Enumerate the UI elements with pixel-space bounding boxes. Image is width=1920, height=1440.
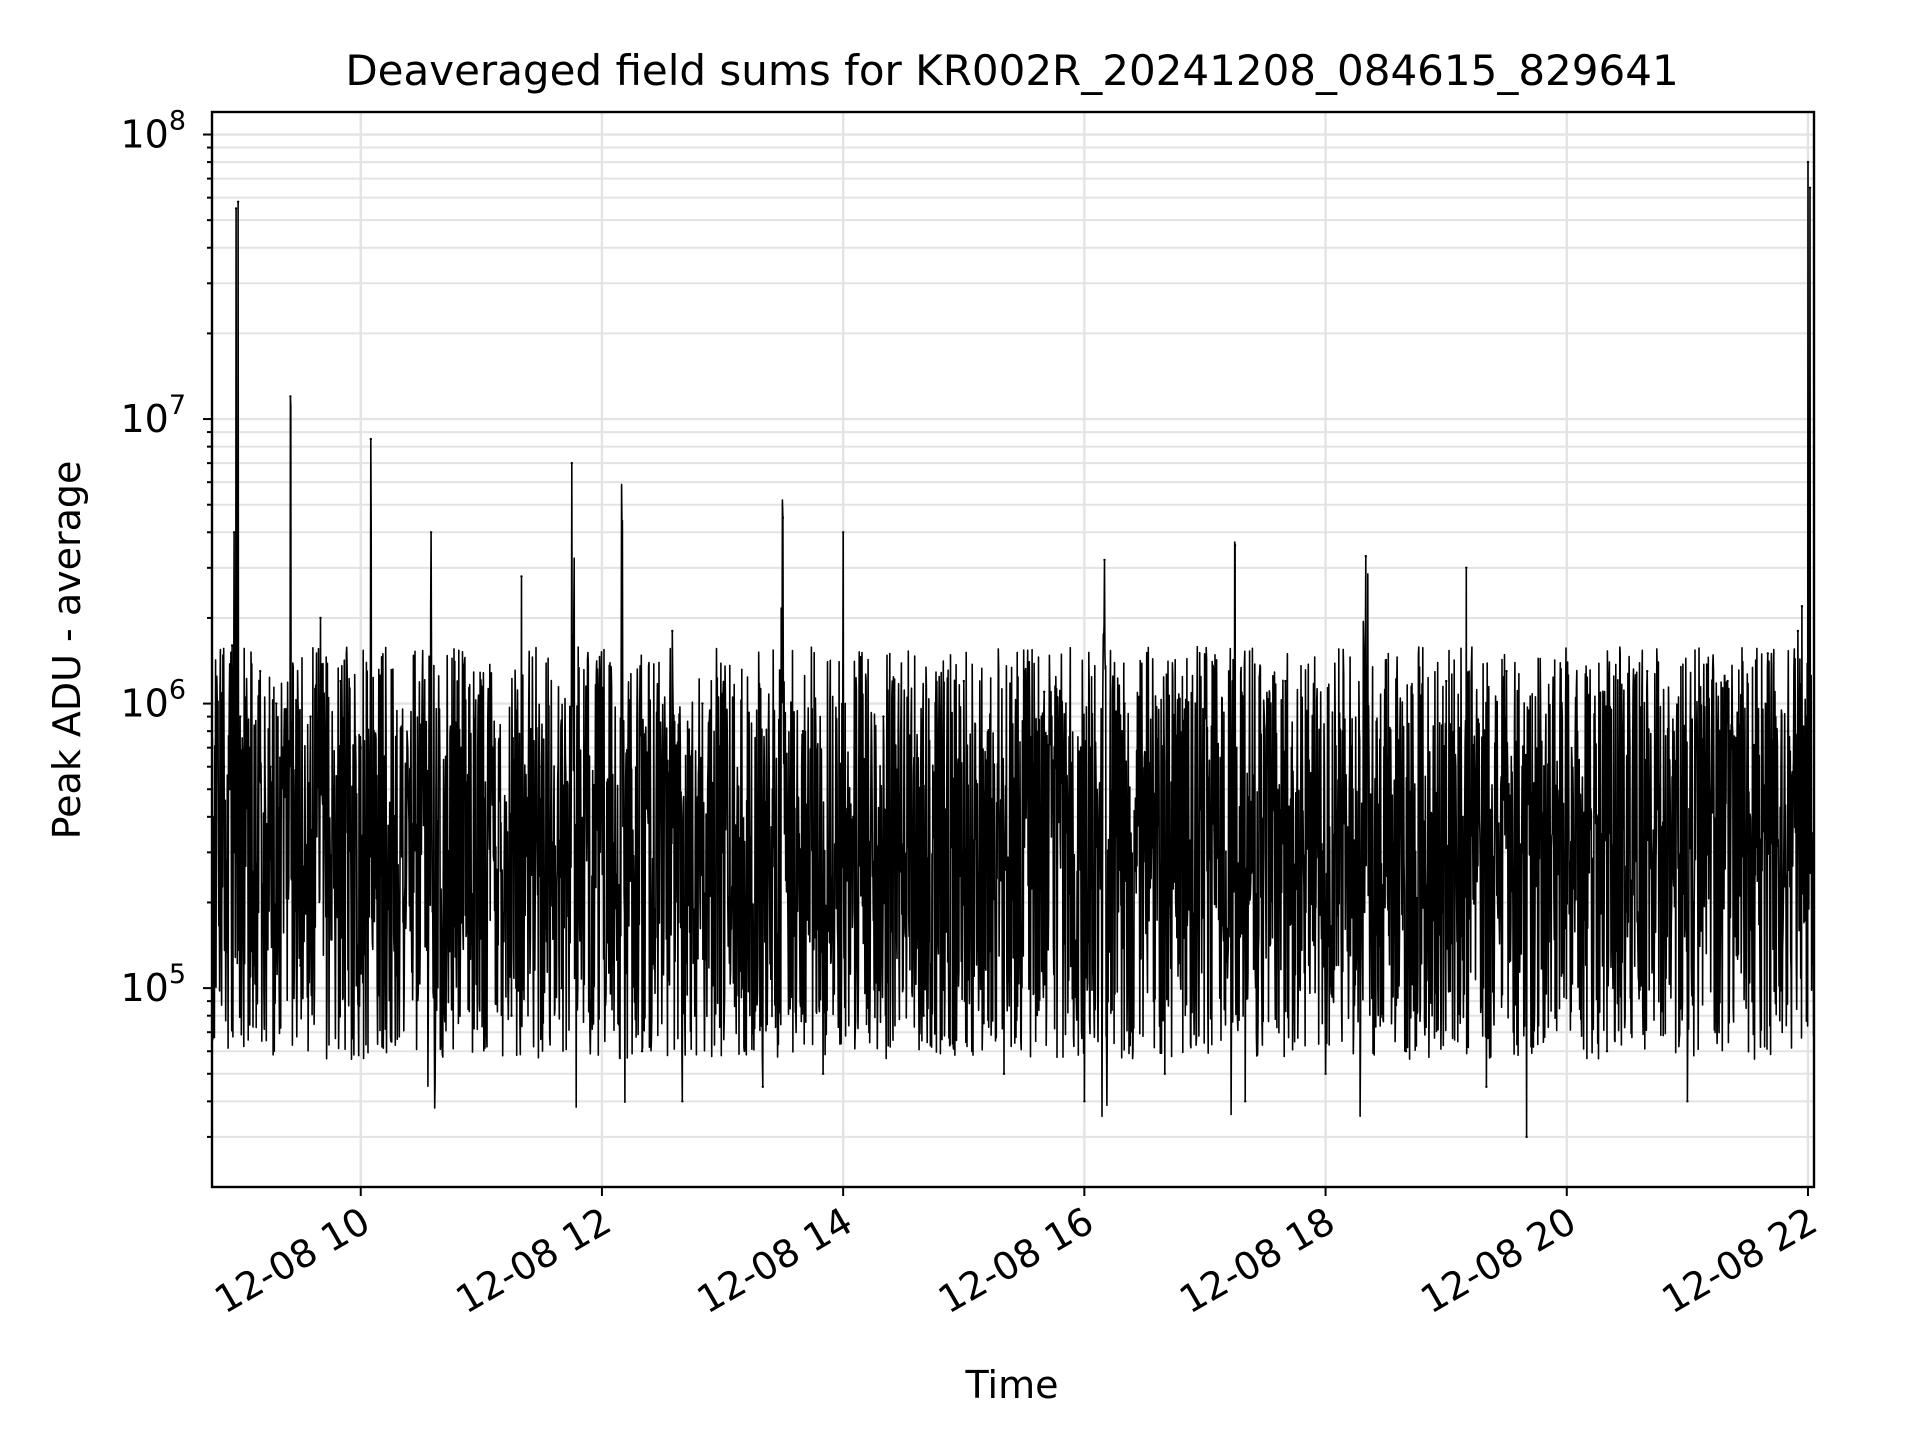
data-point: [570, 461, 573, 465]
data-point: [761, 1085, 764, 1089]
data-point: [275, 702, 278, 705]
data-point: [1800, 605, 1804, 608]
data-point: [236, 200, 240, 203]
data-point: [671, 629, 674, 633]
chart-title: Deaveraged field sums for KR002R_2024120…: [345, 46, 1678, 95]
data-point: [1324, 1072, 1327, 1076]
y-tick-label: 105: [120, 959, 186, 1010]
data-point: [1465, 566, 1468, 569]
data-point: [319, 616, 322, 620]
data-point: [460, 746, 463, 749]
plot-frame: [210, 110, 1816, 1189]
data-point: [222, 765, 226, 768]
y-tick-label-base: 10: [120, 397, 168, 441]
data-point: [1810, 832, 1814, 835]
data-point: [1756, 746, 1759, 749]
data-point: [1103, 558, 1106, 562]
data-point: [1686, 1100, 1689, 1103]
data-point: [520, 575, 523, 578]
y-tick-label-exponent: 8: [169, 106, 186, 137]
y-tick-label-exponent: 5: [169, 959, 186, 990]
data-point: [1565, 679, 1569, 683]
data-point: [299, 964, 302, 967]
data-point: [238, 715, 242, 718]
y-tick-label: 107: [120, 390, 186, 441]
data-point: [480, 702, 483, 705]
series-layer: [210, 160, 1816, 1139]
data-point: [249, 746, 252, 749]
data-point: [228, 788, 232, 791]
data-point: [1404, 1050, 1408, 1053]
data-point: [681, 1100, 684, 1103]
data-point: [640, 1050, 644, 1053]
data-point: [842, 531, 845, 534]
data-point: [1726, 679, 1729, 683]
data-point: [1806, 160, 1810, 164]
data-point: [232, 531, 236, 534]
data-point: [1485, 1085, 1488, 1089]
y-tick-label-exponent: 6: [169, 675, 186, 706]
data-point: [852, 815, 855, 818]
data-point: [1284, 679, 1287, 683]
y-tick-label-exponent: 7: [169, 390, 186, 421]
y-tick-label-base: 10: [120, 113, 168, 157]
y-tick-label-base: 10: [120, 966, 168, 1010]
data-point: [399, 765, 403, 768]
data-point: [1804, 715, 1808, 718]
data-point: [1203, 670, 1207, 673]
data-point: [1163, 1072, 1167, 1076]
data-point: [1445, 679, 1448, 683]
data-point: [1233, 544, 1237, 547]
data-point: [379, 715, 382, 718]
data-point: [620, 531, 624, 534]
data-point: [510, 1014, 513, 1017]
data-point: [1244, 1100, 1247, 1103]
data-point: [259, 670, 262, 673]
data-point: [369, 437, 372, 441]
data-point: [701, 702, 704, 705]
data-point: [882, 715, 885, 718]
data-point: [1364, 554, 1368, 558]
data-point: [269, 765, 272, 768]
data-point: [339, 679, 342, 683]
data-point: [309, 715, 312, 718]
data-point: [279, 901, 282, 904]
y-tick-label: 108: [120, 106, 186, 157]
data-point: [1766, 652, 1770, 655]
data-point: [962, 679, 965, 683]
data-point: [801, 730, 805, 733]
data-point: [1786, 730, 1790, 733]
data-point: [540, 765, 543, 768]
data-point: [721, 851, 724, 854]
data-point: [781, 516, 785, 519]
data-point: [234, 207, 238, 210]
data-point: [230, 644, 234, 647]
x-axis-label: Time: [965, 1363, 1059, 1407]
data-point: [1605, 1050, 1609, 1053]
data-point: [560, 986, 563, 990]
data-point: [821, 1072, 825, 1076]
data-point: [1808, 186, 1812, 189]
data-point: [429, 531, 433, 534]
y-axis-label: Peak ADU - average: [45, 461, 89, 840]
data-point: [1043, 690, 1046, 693]
data-point: [359, 746, 362, 749]
data-point: [1123, 702, 1126, 705]
data-point: [1796, 629, 1800, 633]
data-point: [922, 1014, 925, 1017]
y-tick-label: 106: [120, 675, 186, 726]
y-tick-label-base: 10: [120, 682, 168, 726]
data-point: [1083, 1100, 1086, 1103]
data-point: [1646, 670, 1649, 673]
series-line: [211, 161, 1815, 1138]
data-point: [1002, 1072, 1006, 1076]
data-point: [600, 788, 604, 791]
data-point: [1525, 1135, 1528, 1139]
data-point: [1505, 670, 1508, 673]
data-point: [289, 395, 292, 398]
